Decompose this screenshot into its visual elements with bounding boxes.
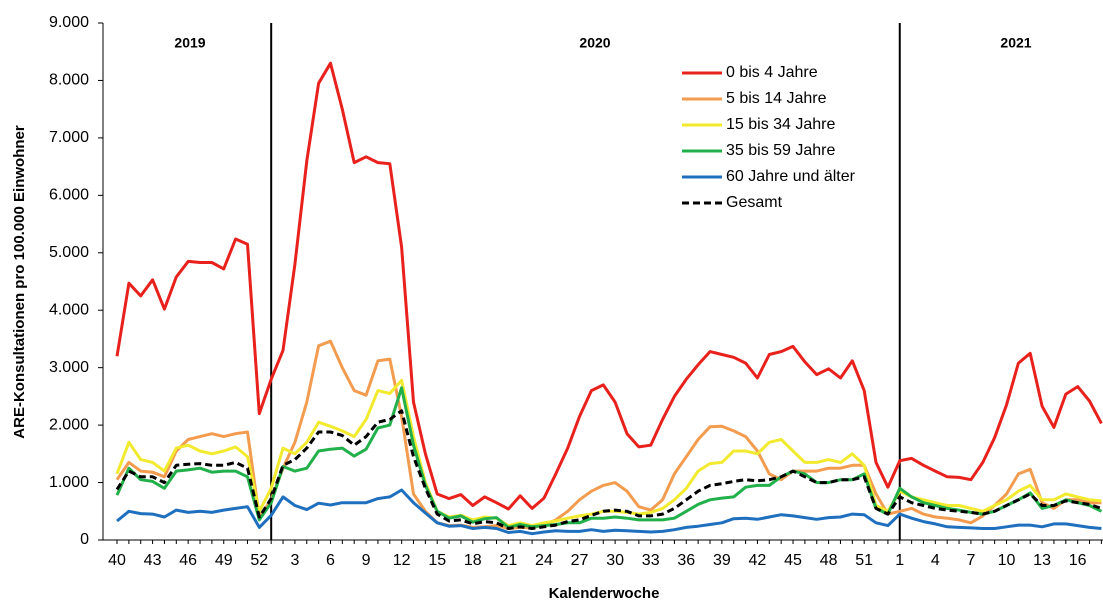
y-tick-label: 4.000 — [49, 301, 89, 318]
y-tick-label: 7.000 — [49, 129, 89, 146]
x-tick-label: 18 — [464, 552, 482, 569]
x-tick-label: 36 — [677, 552, 695, 569]
x-tick-label: 51 — [855, 552, 873, 569]
x-tick-label: 49 — [215, 552, 233, 569]
series-line — [115, 409, 1102, 530]
x-tick-label: 48 — [820, 552, 838, 569]
x-tick-label: 24 — [535, 552, 553, 569]
x-tick-label: 30 — [606, 552, 624, 569]
series-line — [116, 488, 1102, 536]
x-tick-label: 43 — [144, 552, 162, 569]
x-tick-label: 45 — [784, 552, 802, 569]
x-axis-title: Kalenderwoche — [549, 585, 660, 602]
y-tick-label: 3.000 — [49, 359, 89, 376]
x-tick-label: 4 — [931, 552, 940, 569]
year-label: 2019 — [174, 35, 205, 51]
x-tick-label: 40 — [108, 552, 126, 569]
x-tick-label: 27 — [571, 552, 589, 569]
x-tick-label: 15 — [428, 552, 446, 569]
x-tick-label: 21 — [499, 552, 517, 569]
x-tick-label: 12 — [393, 552, 411, 569]
legend-label: 0 bis 4 Jahre — [726, 64, 818, 81]
y-axis-title: ARE-Konsultationen pro 100.000 Einwohner — [11, 125, 28, 439]
y-tick-label: 8.000 — [49, 72, 89, 89]
x-tick-label: 39 — [713, 552, 731, 569]
legend-label: 35 bis 59 Jahre — [726, 142, 836, 159]
y-tick-label: 2.000 — [49, 416, 89, 433]
x-tick-label: 42 — [749, 552, 767, 569]
year-label: 2020 — [579, 35, 610, 51]
y-tick-label: 1.000 — [49, 474, 89, 491]
y-tick-label: 5.000 — [49, 244, 89, 261]
x-tick-label: 9 — [362, 552, 371, 569]
x-tick-label: 46 — [179, 552, 197, 569]
x-tick-label: 1 — [895, 552, 904, 569]
y-tick-label: 9.000 — [49, 14, 89, 31]
legend-label: 5 bis 14 Jahre — [726, 90, 827, 107]
x-tick-label: 16 — [1069, 552, 1087, 569]
x-tick-label: 3 — [290, 552, 299, 569]
x-tick-label: 13 — [1033, 552, 1051, 569]
legend-label: Gesamt — [726, 194, 783, 211]
x-tick-label: 6 — [326, 552, 335, 569]
x-tick-label: 7 — [966, 552, 975, 569]
x-tick-label: 33 — [642, 552, 660, 569]
y-tick-label: 0 — [80, 531, 89, 548]
year-label: 2021 — [1000, 35, 1031, 51]
legend-label: 15 bis 34 Jahre — [726, 116, 836, 133]
series-line — [115, 61, 1103, 511]
y-tick-label: 6.000 — [49, 187, 89, 204]
legend-label: 60 Jahre und älter — [726, 168, 856, 185]
x-tick-label: 52 — [250, 552, 268, 569]
x-tick-label: 10 — [998, 552, 1016, 569]
